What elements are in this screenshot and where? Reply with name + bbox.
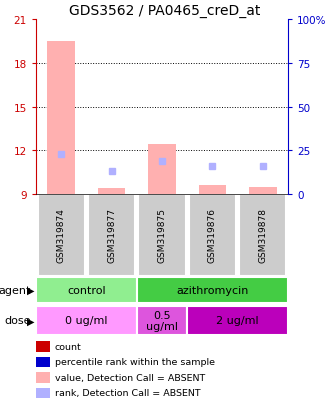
Bar [137, 306, 187, 335]
Text: rank, Detection Call = ABSENT: rank, Detection Call = ABSENT [55, 388, 201, 397]
Text: GSM319874: GSM319874 [57, 208, 66, 263]
Text: ▶: ▶ [26, 285, 34, 295]
Bar [137, 278, 288, 303]
Text: agent: agent [0, 285, 31, 295]
Bar [98, 189, 125, 195]
Text: dose: dose [5, 316, 31, 326]
Text: control: control [67, 285, 106, 295]
Text: azithromycin: azithromycin [176, 285, 248, 295]
Text: GDS3562 / PA0465_creD_at: GDS3562 / PA0465_creD_at [69, 4, 261, 18]
Bar [36, 342, 50, 352]
Text: 0.5
ug/ml: 0.5 ug/ml [146, 310, 178, 332]
Bar [47, 42, 75, 195]
Bar [36, 357, 50, 367]
Bar [148, 145, 176, 195]
Bar [36, 372, 50, 383]
Text: value, Detection Call = ABSENT: value, Detection Call = ABSENT [55, 373, 205, 382]
Text: GSM319876: GSM319876 [208, 208, 217, 263]
Text: GSM319878: GSM319878 [258, 208, 267, 263]
Bar [88, 195, 135, 276]
Bar [36, 388, 50, 398]
Bar [199, 186, 226, 195]
Text: GSM319877: GSM319877 [107, 208, 116, 263]
Bar [187, 306, 288, 335]
Bar [36, 278, 137, 303]
Text: 0 ug/ml: 0 ug/ml [65, 316, 108, 326]
Bar [38, 195, 85, 276]
Bar [239, 195, 286, 276]
Text: ▶: ▶ [26, 316, 34, 326]
Bar [189, 195, 236, 276]
Text: GSM319875: GSM319875 [157, 208, 167, 263]
Text: 2 ug/ml: 2 ug/ml [216, 316, 259, 326]
Bar [36, 306, 137, 335]
Text: percentile rank within the sample: percentile rank within the sample [55, 358, 215, 367]
Text: count: count [55, 342, 82, 351]
Bar [249, 187, 277, 195]
Bar [138, 195, 186, 276]
